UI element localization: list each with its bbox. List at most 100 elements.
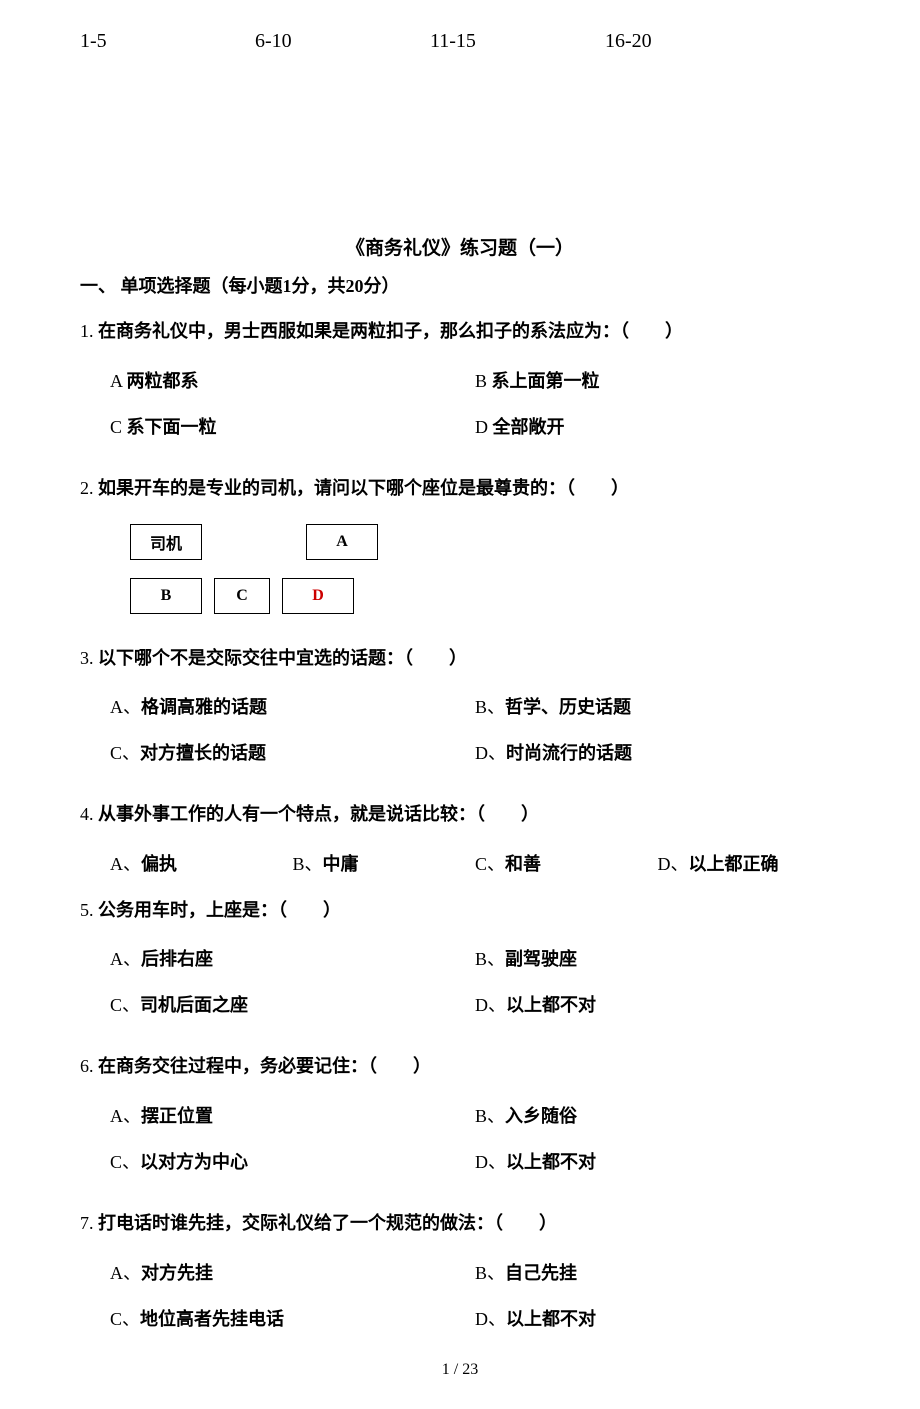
question-num: 4. bbox=[80, 804, 94, 824]
question-3: 3. 以下哪个不是交际交往中宜选的话题：（ ） A、格调高雅的话题 B、哲学、历… bbox=[80, 639, 840, 786]
question-num: 3. bbox=[80, 648, 94, 668]
question-3-options: A、格调高雅的话题 B、哲学、历史话题 C、对方擅长的话题 D、时尚流行的话题 bbox=[80, 693, 840, 785]
option-a: A 两粒都系 bbox=[110, 367, 475, 393]
option-label: B bbox=[475, 371, 492, 391]
option-b: B、哲学、历史话题 bbox=[475, 693, 840, 719]
option-a: A、摆正位置 bbox=[110, 1102, 475, 1128]
option-text: 偏执 bbox=[141, 854, 177, 874]
option-d: D、以上都不对 bbox=[475, 1148, 840, 1174]
back-row: B C D bbox=[130, 578, 840, 614]
option-label: A、 bbox=[110, 697, 141, 717]
question-7-options: A、对方先挂 B、自己先挂 C、地位高者先挂电话 D、以上都不对 bbox=[80, 1259, 840, 1351]
range-16-20: 16-20 bbox=[605, 30, 780, 53]
car-seat-diagram: 司机 A B C D bbox=[80, 524, 840, 614]
option-b: B、入乡随俗 bbox=[475, 1102, 840, 1128]
option-label: C、 bbox=[475, 854, 505, 874]
question-7-stem: 7. 打电话时谁先挂，交际礼仪给了一个规范的做法：（ ） bbox=[80, 1204, 840, 1244]
document-page: 1-5 6-10 11-15 16-20 《商务礼仪》练习题（一） 一、 单项选… bbox=[0, 0, 920, 1409]
option-a: A、后排右座 bbox=[110, 945, 475, 971]
option-label: C、 bbox=[110, 743, 140, 763]
option-label: B、 bbox=[475, 949, 505, 969]
option-d: D、以上都正确 bbox=[658, 850, 841, 876]
option-c: C、司机后面之座 bbox=[110, 991, 475, 1017]
option-label: D、 bbox=[475, 995, 506, 1015]
question-7: 7. 打电话时谁先挂，交际礼仪给了一个规范的做法：（ ） A、对方先挂 B、自己… bbox=[80, 1204, 840, 1351]
option-text: 后排右座 bbox=[141, 949, 213, 969]
question-5: 5. 公务用车时，上座是：（ ） A、后排右座 B、副驾驶座 C、司机后面之座 … bbox=[80, 891, 840, 1038]
option-b: B、自己先挂 bbox=[475, 1259, 840, 1285]
option-text: 系上面第一粒 bbox=[492, 371, 600, 391]
option-label: B、 bbox=[475, 1106, 505, 1126]
option-text: 以上都不对 bbox=[506, 1152, 596, 1172]
option-d: D、以上都不对 bbox=[475, 1305, 840, 1331]
range-6-10: 6-10 bbox=[255, 30, 430, 53]
question-6-stem: 6. 在商务交往过程中，务必要记住：（ ） bbox=[80, 1047, 840, 1087]
option-label: D、 bbox=[475, 743, 506, 763]
question-2-stem: 2. 如果开车的是专业的司机，请问以下哪个座位是最尊贵的：（ ） bbox=[80, 469, 840, 509]
option-label: C bbox=[110, 417, 127, 437]
option-text: 哲学、历史话题 bbox=[505, 697, 631, 717]
option-c: C、地位高者先挂电话 bbox=[110, 1305, 475, 1331]
document-title: 《商务礼仪》练习题（一） bbox=[80, 233, 840, 260]
option-c: C、对方擅长的话题 bbox=[110, 739, 475, 765]
option-text: 自己先挂 bbox=[505, 1263, 577, 1283]
option-text: 地位高者先挂电话 bbox=[140, 1309, 284, 1329]
option-b: B 系上面第一粒 bbox=[475, 367, 840, 393]
option-label: C、 bbox=[110, 1309, 140, 1329]
question-1-options: A 两粒都系 B 系上面第一粒 C 系下面一粒 D 全部敞开 bbox=[80, 367, 840, 459]
option-label: D、 bbox=[475, 1152, 506, 1172]
option-text: 对方先挂 bbox=[141, 1263, 213, 1283]
question-3-stem: 3. 以下哪个不是交际交往中宜选的话题：（ ） bbox=[80, 639, 840, 679]
question-1: 1. 在商务礼仪中，男士西服如果是两粒扣子，那么扣子的系法应为：（ ） A 两粒… bbox=[80, 312, 840, 459]
option-text: 以上都不对 bbox=[506, 995, 596, 1015]
question-num: 7. bbox=[80, 1213, 94, 1233]
option-d: D、时尚流行的话题 bbox=[475, 739, 840, 765]
option-a: A、对方先挂 bbox=[110, 1259, 475, 1285]
question-text: 公务用车时，上座是：（ ） bbox=[98, 900, 341, 920]
question-5-options: A、后排右座 B、副驾驶座 C、司机后面之座 D、以上都不对 bbox=[80, 945, 840, 1037]
option-label: C、 bbox=[110, 1152, 140, 1172]
page-number: 1 / 23 bbox=[80, 1361, 840, 1379]
question-4: 4. 从事外事工作的人有一个特点，就是说话比较：（ ） A、偏执 B、中庸 C、… bbox=[80, 795, 840, 876]
question-text: 在商务礼仪中，男士西服如果是两粒扣子，那么扣子的系法应为：（ ） bbox=[98, 321, 683, 341]
question-4-options: A、偏执 B、中庸 C、和善 D、以上都正确 bbox=[80, 850, 840, 876]
option-text: 对方擅长的话题 bbox=[140, 743, 266, 763]
question-num: 6. bbox=[80, 1056, 94, 1076]
option-label: D bbox=[475, 417, 493, 437]
option-text: 以上都不对 bbox=[506, 1309, 596, 1329]
option-b: B、中庸 bbox=[293, 850, 476, 876]
seat-driver: 司机 bbox=[130, 524, 202, 560]
question-text: 在商务交往过程中，务必要记住：（ ） bbox=[98, 1056, 431, 1076]
option-text: 中庸 bbox=[323, 854, 359, 874]
option-label: C、 bbox=[110, 995, 140, 1015]
option-text: 副驾驶座 bbox=[505, 949, 577, 969]
seat-a: A bbox=[306, 524, 378, 560]
option-text: 以上都正确 bbox=[689, 854, 779, 874]
option-b: B、副驾驶座 bbox=[475, 945, 840, 971]
question-4-stem: 4. 从事外事工作的人有一个特点，就是说话比较：（ ） bbox=[80, 795, 840, 835]
seat-gap bbox=[214, 524, 294, 560]
option-d: D、以上都不对 bbox=[475, 991, 840, 1017]
option-text: 时尚流行的话题 bbox=[506, 743, 632, 763]
question-6: 6. 在商务交往过程中，务必要记住：（ ） A、摆正位置 B、入乡随俗 C、以对… bbox=[80, 1047, 840, 1194]
option-label: B、 bbox=[475, 1263, 505, 1283]
section-heading: 一、 单项选择题（每小题1分，共20分） bbox=[80, 270, 840, 302]
option-label: A、 bbox=[110, 1263, 141, 1283]
option-text: 入乡随俗 bbox=[505, 1106, 577, 1126]
question-num: 2. bbox=[80, 478, 94, 498]
question-5-stem: 5. 公务用车时，上座是：（ ） bbox=[80, 891, 840, 931]
option-label: B、 bbox=[293, 854, 323, 874]
blank-spacer bbox=[80, 63, 840, 233]
question-6-options: A、摆正位置 B、入乡随俗 C、以对方为中心 D、以上都不对 bbox=[80, 1102, 840, 1194]
seat-b: B bbox=[130, 578, 202, 614]
front-row: 司机 A bbox=[130, 524, 840, 560]
option-label: A、 bbox=[110, 949, 141, 969]
range-11-15: 11-15 bbox=[430, 30, 605, 53]
option-a: A、格调高雅的话题 bbox=[110, 693, 475, 719]
seat-d: D bbox=[282, 578, 354, 614]
question-text: 打电话时谁先挂，交际礼仪给了一个规范的做法：（ ） bbox=[98, 1213, 557, 1233]
option-c: C 系下面一粒 bbox=[110, 413, 475, 439]
answer-key-header: 1-5 6-10 11-15 16-20 bbox=[80, 30, 840, 53]
option-text: 和善 bbox=[505, 854, 541, 874]
option-label: D、 bbox=[658, 854, 689, 874]
